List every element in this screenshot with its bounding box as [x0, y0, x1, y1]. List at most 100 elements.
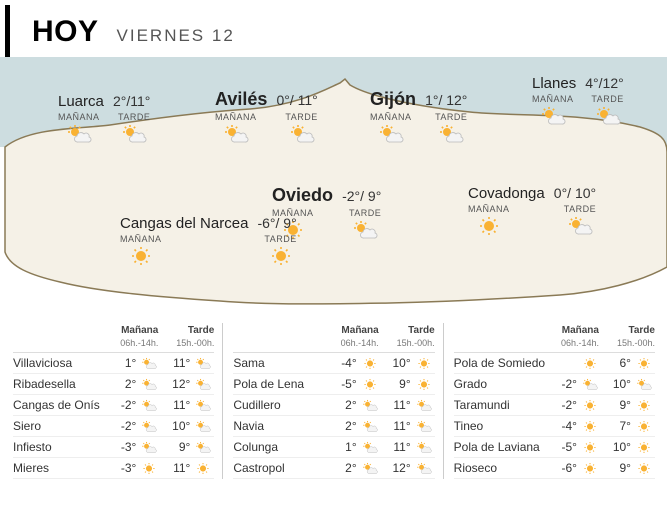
- table-header: Mañana Tarde: [233, 323, 434, 338]
- row-name: Pola de Lena: [233, 377, 326, 391]
- period-afternoon-label: TARDE: [264, 234, 296, 244]
- row-name: Mieres: [13, 461, 106, 475]
- row-morning-temp: 2°: [327, 398, 359, 412]
- row-afternoon-temp: 10°: [160, 419, 192, 433]
- sun-icon: [636, 399, 652, 412]
- partly-icon: [223, 124, 249, 144]
- table-row: Rioseco -6° 9°: [454, 458, 655, 479]
- row-afternoon-temp: 7°: [601, 419, 633, 433]
- city-name: Gijón: [370, 89, 416, 110]
- period-morning-label: MAÑANA: [215, 112, 257, 122]
- row-name: Pola de Laviana: [454, 440, 547, 454]
- table-subheader: 06h.-14h. 15h.-00h.: [233, 338, 434, 353]
- date-label: VIERNES 12: [117, 26, 235, 46]
- city-temps: -2°/ 9°: [342, 188, 381, 204]
- period-afternoon-label: TARDE: [435, 112, 467, 122]
- partly-icon: [195, 399, 211, 412]
- partly-icon: [141, 441, 157, 454]
- sun-icon: [582, 357, 598, 370]
- table-row: Taramundi -2° 9°: [454, 395, 655, 416]
- table-row: Grado -2° 10°: [454, 374, 655, 395]
- city-aviles: Avilés 0°/ 11° MAÑANA TARDE: [215, 89, 318, 144]
- sun-icon: [636, 462, 652, 475]
- partly-icon: [141, 399, 157, 412]
- city-name: Oviedo: [272, 185, 333, 206]
- city-name: Llanes: [532, 75, 576, 92]
- sun-icon: [416, 357, 432, 370]
- city-llanes: Llanes 4°/12° MAÑANA TARDE: [532, 75, 624, 126]
- period-morning-label: MAÑANA: [370, 112, 412, 122]
- table-header: Mañana Tarde: [454, 323, 655, 338]
- row-morning-temp: -6°: [547, 461, 579, 475]
- row-morning-temp: -2°: [106, 419, 138, 433]
- sun-icon: [195, 462, 211, 475]
- partly-icon: [141, 420, 157, 433]
- city-gijon: Gijón 1°/ 12° MAÑANA TARDE: [370, 89, 467, 144]
- city-covadonga: Covadonga 0°/ 10° MAÑANA TARDE: [468, 185, 596, 236]
- partly-icon: [289, 124, 315, 144]
- table-row: Pola de Somiedo 6°: [454, 353, 655, 374]
- city-temps: 0°/ 11°: [276, 92, 317, 108]
- table-row: Pola de Lena -5° 9°: [233, 374, 434, 395]
- row-afternoon-temp: 9°: [160, 440, 192, 454]
- partly-icon: [416, 441, 432, 454]
- period-morning-label: MAÑANA: [120, 234, 162, 244]
- city-name: Avilés: [215, 89, 267, 110]
- sun-icon: [636, 441, 652, 454]
- row-afternoon-temp: 9°: [601, 398, 633, 412]
- partly-icon: [540, 106, 566, 126]
- partly-icon: [141, 378, 157, 391]
- forecast-tables: Mañana Tarde 06h.-14h. 15h.-00h. Villavi…: [0, 317, 667, 479]
- row-morning-temp: -2°: [547, 377, 579, 391]
- col-afternoon-label: Tarde: [158, 325, 214, 336]
- row-morning-temp: -5°: [327, 377, 359, 391]
- header: HOY VIERNES 12: [5, 5, 667, 57]
- row-name: Pola de Somiedo: [454, 356, 547, 370]
- table-row: Siero -2° 10°: [13, 416, 214, 437]
- table-row: Ribadesella 2° 12°: [13, 374, 214, 395]
- table-row: Colunga 1° 11°: [233, 437, 434, 458]
- row-name: Tineo: [454, 419, 547, 433]
- partly-icon: [66, 124, 92, 144]
- partly-icon: [567, 216, 593, 236]
- row-morning-temp: 1°: [327, 440, 359, 454]
- table-row: Tineo -4° 7°: [454, 416, 655, 437]
- city-name: Cangas del Narcea: [120, 215, 248, 232]
- row-name: Rioseco: [454, 461, 547, 475]
- partly-icon: [362, 420, 378, 433]
- col-morning-label: Mañana: [323, 325, 379, 336]
- sun-icon: [636, 420, 652, 433]
- row-name: Ribadesella: [13, 377, 106, 391]
- col-afternoon-label: Tarde: [379, 325, 435, 336]
- city-luarca: Luarca 2°/11° MAÑANA TARDE: [58, 93, 150, 144]
- row-afternoon-temp: 11°: [381, 398, 413, 412]
- row-afternoon-temp: 12°: [160, 377, 192, 391]
- table-header: Mañana Tarde: [13, 323, 214, 338]
- row-morning-temp: 2°: [327, 461, 359, 475]
- row-name: Villaviciosa: [13, 356, 106, 370]
- row-name: Grado: [454, 377, 547, 391]
- row-morning-temp: -4°: [327, 356, 359, 370]
- sun-icon: [582, 462, 598, 475]
- period-morning-label: MAÑANA: [532, 94, 574, 104]
- period-afternoon-label: TARDE: [285, 112, 317, 122]
- sun-icon: [582, 441, 598, 454]
- table-row: Cudillero 2° 11°: [233, 395, 434, 416]
- weather-map: Luarca 2°/11° MAÑANA TARDE Avilés 0°/ 11…: [0, 57, 667, 317]
- period-morning-label: MAÑANA: [58, 112, 100, 122]
- partly-icon: [582, 378, 598, 391]
- city-name: Covadonga: [468, 185, 545, 202]
- partly-icon: [416, 462, 432, 475]
- row-morning-temp: -2°: [547, 398, 579, 412]
- col-morning-hours: 06h.-14h.: [102, 338, 158, 348]
- city-cangas: Cangas del Narcea -6°/ 9° MAÑANA TARDE: [120, 215, 297, 266]
- table-col-2: Mañana Tarde 06h.-14h. 15h.-00h. Sama -4…: [222, 323, 434, 479]
- row-name: Infiesto: [13, 440, 106, 454]
- sun-icon: [268, 246, 294, 266]
- sun-icon: [128, 246, 154, 266]
- row-name: Siero: [13, 419, 106, 433]
- partly-icon: [141, 357, 157, 370]
- row-afternoon-temp: 10°: [601, 440, 633, 454]
- sun-icon: [636, 357, 652, 370]
- row-morning-temp: -2°: [106, 398, 138, 412]
